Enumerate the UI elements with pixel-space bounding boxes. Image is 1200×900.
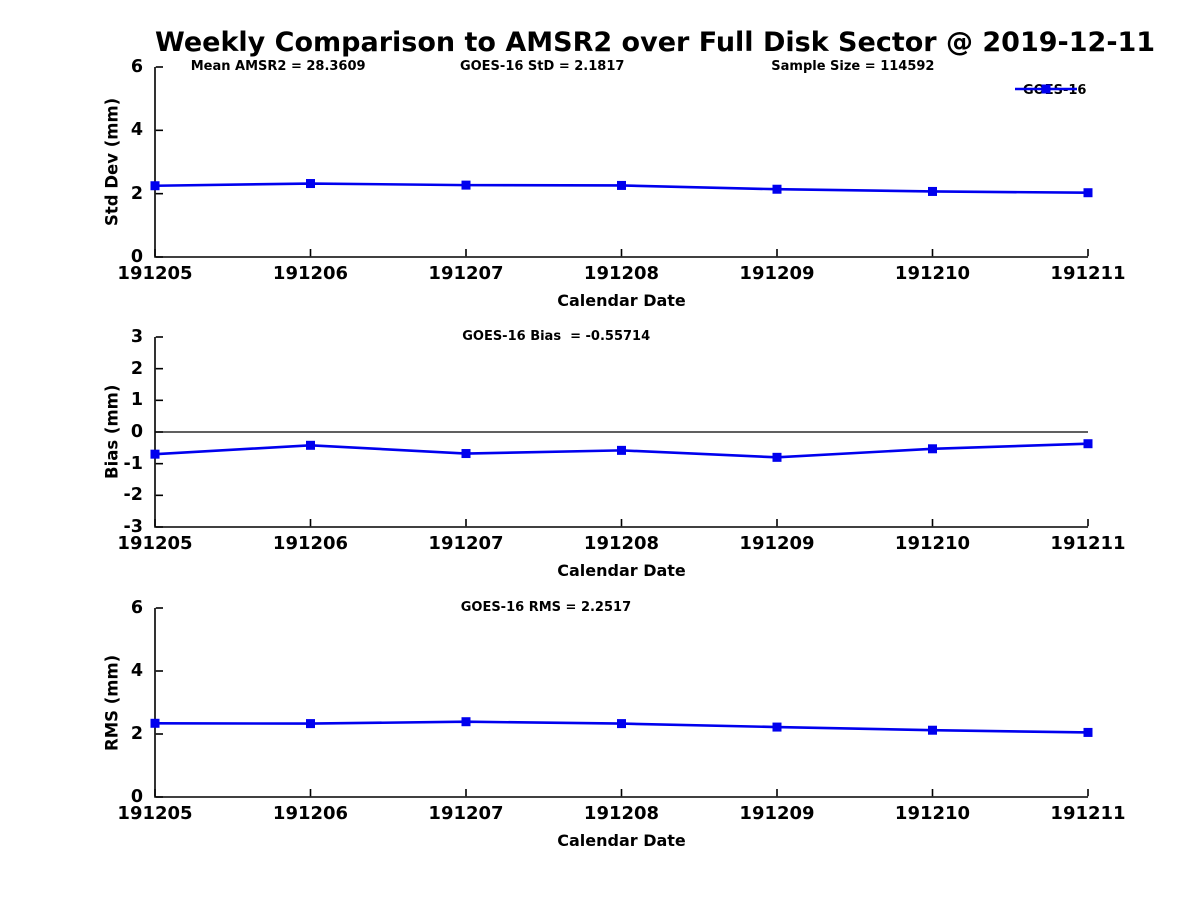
- axis-spines: [154, 608, 1088, 798]
- plot-area-std-dev: [150, 66, 1093, 258]
- y-tick-label: -3: [123, 517, 143, 537]
- data-point-marker: [461, 180, 471, 190]
- subplot-bias: 3 2 1 0 -1 -2 -3 191205 191206 191207 191208 191209…: [103, 327, 1126, 580]
- y-axis-label: Bias (mm): [102, 384, 122, 480]
- y-tick-label: 4: [130, 120, 143, 141]
- figure-title: Weekly Comparison to AMSR2 over Full Dis…: [155, 27, 1156, 58]
- y-tick-label: 4: [130, 661, 143, 681]
- y-tick-label: -1: [123, 453, 143, 474]
- y-tick-label: 2: [130, 183, 143, 204]
- data-point-marker: [150, 449, 160, 459]
- annotation: GOES-16 RMS = 2.2517: [460, 600, 632, 615]
- x-tick-label: 191206: [272, 803, 349, 824]
- x-axis-label: Calendar Date: [557, 291, 686, 310]
- x-axis-label: Calendar Date: [557, 561, 686, 580]
- x-tick-label: 191206: [272, 263, 349, 284]
- data-point-marker: [1083, 439, 1093, 449]
- axis-spines: [154, 337, 1088, 528]
- legend-marker: [1041, 84, 1051, 94]
- x-tick-label: 191210: [894, 533, 971, 554]
- subplot-std-dev: 0 2 4 6 191205 191206 191207 191208 191209 191210…: [103, 57, 1126, 310]
- y-tick-label: 0: [130, 422, 143, 442]
- x-tick-label: 191209: [739, 263, 815, 284]
- legend-label: GOES-16: [1023, 83, 1087, 98]
- x-tick-label: 191205: [117, 533, 193, 554]
- x-axis-label: Calendar Date: [557, 831, 686, 850]
- x-tick-label: 191210: [894, 263, 971, 284]
- x-tick-label: 191211: [1050, 803, 1126, 824]
- annotation: GOES-16 Bias = -0.55714: [462, 329, 651, 344]
- x-tick-label: 191207: [428, 533, 504, 554]
- data-point-marker: [461, 449, 471, 459]
- legend: GOES-16: [1015, 83, 1086, 98]
- data-point-marker: [928, 725, 937, 735]
- x-tick-label: 191208: [583, 263, 660, 284]
- y-axis-label: Std Dev (mm): [102, 97, 122, 227]
- plot-area-bias: [150, 336, 1093, 528]
- y-tick-label: 2: [130, 724, 143, 744]
- data-point-marker: [150, 181, 160, 191]
- subplot-rms: 0 2 4 6 191205 191206 191207 191208 191209 191210…: [103, 598, 1126, 850]
- x-tick-label: 191209: [739, 533, 815, 554]
- x-tick-label: 191206: [272, 533, 349, 554]
- data-point-marker: [772, 722, 782, 732]
- data-point-marker: [617, 719, 626, 729]
- y-tick-label: 2: [130, 358, 143, 379]
- data-point-marker: [928, 186, 937, 196]
- x-tick-label: 191205: [117, 263, 193, 284]
- data-point-marker: [150, 718, 160, 728]
- y-tick-label: 6: [130, 598, 143, 618]
- x-tick-label: 191207: [428, 263, 504, 284]
- y-tick-label: 0: [130, 247, 143, 267]
- y-tick-label: -2: [123, 485, 143, 506]
- x-tick-label: 191211: [1050, 533, 1126, 554]
- data-point-marker: [772, 184, 782, 194]
- y-tick-label: 6: [130, 57, 143, 77]
- annotation: GOES-16 StD = 2.1817: [459, 59, 625, 74]
- x-tick-label: 191211: [1050, 263, 1126, 284]
- data-point-marker: [306, 440, 315, 450]
- x-tick-label: 191210: [894, 803, 971, 824]
- data-point-marker: [1083, 727, 1093, 737]
- data-point-marker: [928, 444, 937, 454]
- x-tick-label: 191205: [117, 803, 193, 824]
- data-point-marker: [617, 445, 626, 455]
- data-point-marker: [306, 179, 315, 189]
- annotation: Sample Size = 114592: [771, 59, 935, 74]
- data-point-marker: [772, 452, 782, 462]
- x-tick-label: 191208: [583, 803, 660, 824]
- y-tick-label: 1: [130, 390, 143, 411]
- y-axis-label: RMS (mm): [102, 654, 122, 751]
- data-point-marker: [306, 719, 315, 729]
- x-tick-label: 191207: [428, 803, 504, 824]
- data-point-marker: [1083, 188, 1093, 198]
- x-tick-label: 191208: [583, 533, 660, 554]
- y-tick-label: 0: [130, 787, 143, 807]
- axis-spines: [154, 67, 1088, 258]
- data-point-marker: [617, 180, 626, 190]
- y-tick-label: 3: [130, 327, 143, 347]
- data-point-marker: [461, 717, 471, 727]
- plot-area-rms: [150, 607, 1093, 798]
- x-tick-label: 191209: [739, 803, 815, 824]
- annotation: Mean AMSR2 = 28.3609: [190, 59, 366, 74]
- legend-line-sample: [1015, 84, 1077, 94]
